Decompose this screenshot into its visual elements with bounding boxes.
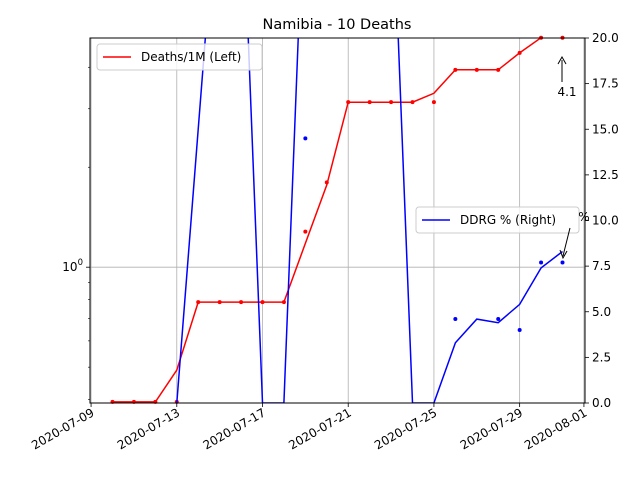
- annotation-ddrg-arrow: [562, 227, 571, 257]
- right-tick-label: 15.0: [592, 122, 619, 136]
- right-axis: 0.0 2.5 5.0 7.5 10.0 12.5 15.0 17.5 20.0: [585, 31, 619, 410]
- x-tick-label: 2020-08-01: [522, 405, 589, 452]
- annotation-ddrg: %: [559, 210, 590, 260]
- x-tick-label: 2020-07-13: [115, 405, 182, 452]
- series-point-0: [239, 300, 244, 305]
- plot-area: [110, 35, 565, 404]
- left-tick-label: 100: [62, 258, 83, 274]
- series-point-0: [260, 300, 265, 305]
- right-tick-label: 7.5: [592, 259, 611, 273]
- legend-left: Deaths/1M (Left): [96, 43, 263, 71]
- legend-right-box: [415, 206, 580, 234]
- annotation-deaths-label: 4.1: [557, 85, 576, 99]
- x-axis: 2020-07-09 2020-07-13 2020-07-17 2020-07-21…: [29, 403, 589, 452]
- series-point-0: [367, 100, 372, 105]
- annotation-deaths-arrowhead: [557, 55, 567, 65]
- legend-left-box: [96, 43, 263, 71]
- series-point-0: [303, 229, 308, 234]
- legend-right-label: DDRG % (Right): [460, 213, 556, 227]
- right-tick-label: 10.0: [592, 214, 619, 228]
- series-point-0: [474, 67, 479, 72]
- legend-left-label: Deaths/1M (Left): [141, 50, 241, 64]
- series-point-1: [303, 136, 308, 141]
- right-tick-label: 5.0: [592, 305, 611, 319]
- series-point-0: [217, 300, 222, 305]
- series-line-1: [176, 38, 563, 403]
- series-point-0: [196, 300, 201, 305]
- right-tick-label: 17.5: [592, 77, 619, 91]
- left-axis: 100: [62, 66, 90, 400]
- right-tick-label: 20.0: [592, 31, 619, 45]
- x-tick-label: 2020-07-21: [286, 405, 353, 452]
- series-point-0: [453, 67, 458, 72]
- series-point-0: [324, 180, 329, 185]
- chart-title: Namibia - 10 Deaths: [263, 17, 412, 33]
- x-tick-label: 2020-07-09: [29, 405, 96, 452]
- annotation-ddrg-label: %: [578, 210, 589, 224]
- series-point-1: [560, 260, 565, 265]
- series-point-1: [539, 260, 544, 265]
- series-point-0: [346, 100, 351, 105]
- legend-right: DDRG % (Right): [415, 206, 580, 234]
- series-point-0: [496, 67, 501, 72]
- series-point-1: [496, 317, 501, 322]
- x-tick-label: 2020-07-17: [201, 405, 268, 452]
- right-tick-label: 12.5: [592, 168, 619, 182]
- x-tick-label: 2020-07-25: [372, 405, 439, 452]
- series-point-0: [281, 300, 286, 305]
- series-line-0: [112, 38, 563, 403]
- right-tick-label: 0.0: [592, 396, 611, 410]
- series-point-1: [453, 317, 458, 322]
- series-point-0: [517, 50, 522, 55]
- series-point-0: [410, 100, 415, 105]
- annotation-deaths: 4.1: [557, 55, 577, 99]
- x-tick-label: 2020-07-29: [458, 405, 525, 452]
- series-point-0: [389, 100, 394, 105]
- right-tick-label: 2.5: [592, 350, 611, 364]
- annotation-ddrg-arrowhead: [559, 249, 568, 260]
- series-point-0: [431, 100, 436, 105]
- series-point-1: [517, 328, 522, 332]
